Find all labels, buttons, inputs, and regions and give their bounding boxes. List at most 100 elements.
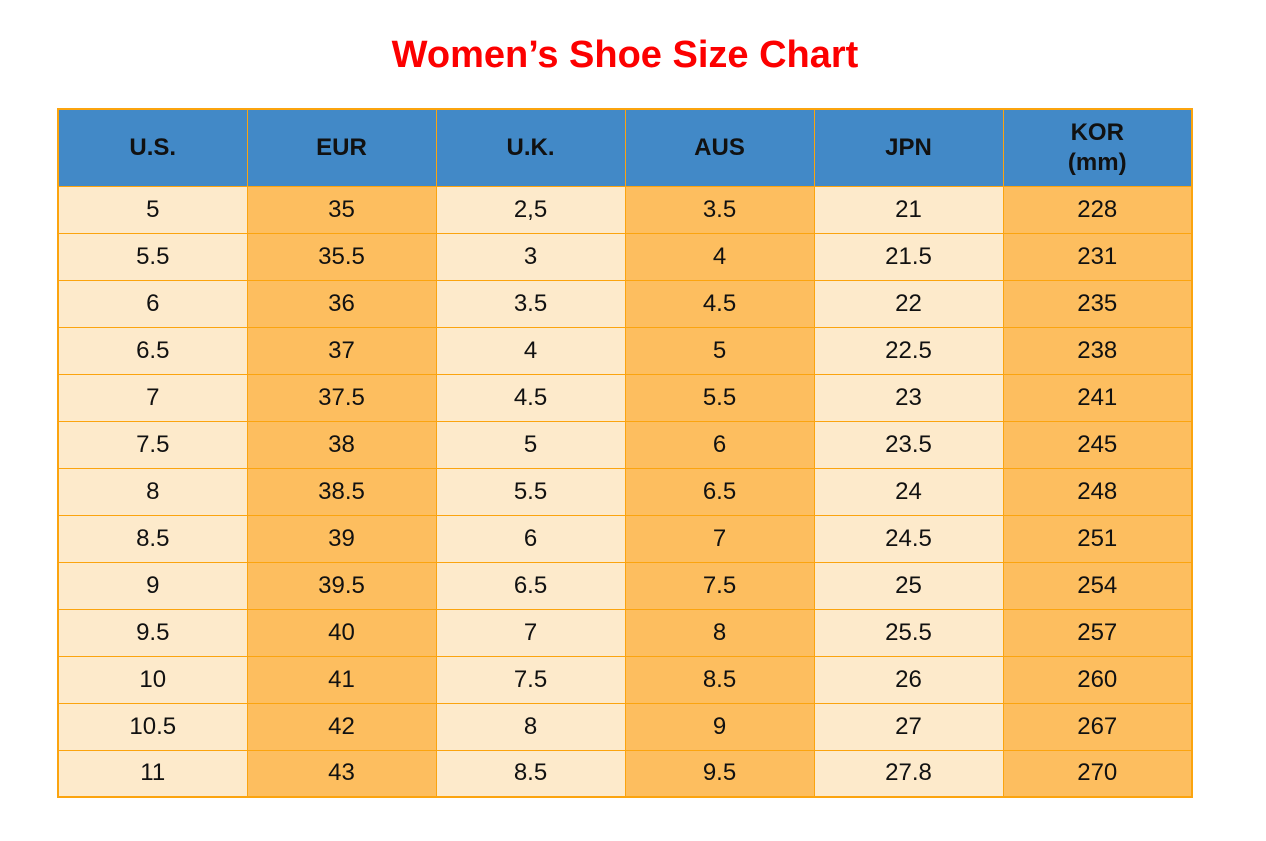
table-cell: 25.5 (813, 608, 1004, 657)
table-row: 8.5 39 6 7 24.5 251 (57, 514, 1193, 563)
table-cell: 7 (624, 514, 815, 563)
column-header-eur: EUR (246, 108, 437, 187)
table-cell: 39 (246, 514, 437, 563)
table-cell: 5.5 (57, 232, 248, 281)
table-cell: 11 (57, 749, 248, 798)
table-cell: 6.5 (435, 561, 626, 610)
table-cell: 228 (1002, 185, 1193, 234)
table-cell: 26 (813, 655, 1004, 704)
table-cell: 6 (435, 514, 626, 563)
table-cell: 235 (1002, 279, 1193, 328)
column-header-sublabel: (mm) (1067, 148, 1127, 176)
table-cell: 7.5 (57, 420, 248, 469)
table-cell: 35.5 (246, 232, 437, 281)
table-cell: 245 (1002, 420, 1193, 469)
table-row: 7 37.5 4.5 5.5 23 241 (57, 373, 1193, 422)
column-header-label: KOR (1070, 118, 1124, 146)
column-header-us: U.S. (57, 108, 248, 187)
table-cell: 40 (246, 608, 437, 657)
table-cell: 251 (1002, 514, 1193, 563)
table-cell: 8 (57, 467, 248, 516)
table-cell: 238 (1002, 326, 1193, 375)
table-cell: 5 (57, 185, 248, 234)
table-cell: 3.5 (435, 279, 626, 328)
table-row: 10 41 7.5 8.5 26 260 (57, 655, 1193, 704)
table-cell: 4.5 (624, 279, 815, 328)
table-cell: 3 (435, 232, 626, 281)
table-cell: 23.5 (813, 420, 1004, 469)
shoe-size-table-container: U.S. EUR U.K. AUS (57, 108, 1193, 798)
table-cell: 7 (57, 373, 248, 422)
table-cell: 43 (246, 749, 437, 798)
table-row: 5.5 35.5 3 4 21.5 231 (57, 232, 1193, 281)
table-row: 9 39.5 6.5 7.5 25 254 (57, 561, 1193, 610)
table-cell: 37.5 (246, 373, 437, 422)
table-cell: 7.5 (435, 655, 626, 704)
table-cell: 5 (435, 420, 626, 469)
table-cell: 37 (246, 326, 437, 375)
table-cell: 260 (1002, 655, 1193, 704)
table-cell: 3.5 (624, 185, 815, 234)
table-cell: 2,5 (435, 185, 626, 234)
table-cell: 35 (246, 185, 437, 234)
column-header-aus: AUS (624, 108, 815, 187)
table-cell: 4.5 (435, 373, 626, 422)
table-cell: 241 (1002, 373, 1193, 422)
shoe-size-table: U.S. EUR U.K. AUS (57, 108, 1193, 798)
table-cell: 9 (57, 561, 248, 610)
table-cell: 6 (624, 420, 815, 469)
table-cell: 25 (813, 561, 1004, 610)
table-row: 7.5 38 5 6 23.5 245 (57, 420, 1193, 469)
table-cell: 38.5 (246, 467, 437, 516)
table-cell: 257 (1002, 608, 1193, 657)
table-cell: 8.5 (624, 655, 815, 704)
table-cell: 22.5 (813, 326, 1004, 375)
table-cell: 8.5 (435, 749, 626, 798)
table-cell: 41 (246, 655, 437, 704)
table-cell: 10.5 (57, 702, 248, 751)
column-header-label: EUR (316, 133, 367, 161)
table-cell: 4 (435, 326, 626, 375)
table-cell: 231 (1002, 232, 1193, 281)
table-cell: 6.5 (624, 467, 815, 516)
table-cell: 6 (57, 279, 248, 328)
table-cell: 267 (1002, 702, 1193, 751)
table-cell: 9 (624, 702, 815, 751)
column-header-label: AUS (694, 133, 745, 161)
table-header-row: U.S. EUR U.K. AUS (57, 108, 1193, 187)
table-cell: 8 (624, 608, 815, 657)
table-cell: 4 (624, 232, 815, 281)
table-cell: 23 (813, 373, 1004, 422)
table-cell: 254 (1002, 561, 1193, 610)
table-cell: 7.5 (624, 561, 815, 610)
column-header-kor-mm: KOR (mm) (1002, 108, 1193, 187)
table-row: 8 38.5 5.5 6.5 24 248 (57, 467, 1193, 516)
table-cell: 5 (624, 326, 815, 375)
table-cell: 8.5 (57, 514, 248, 563)
page-title: Women’s Shoe Size Chart (391, 34, 859, 76)
table-cell: 27.8 (813, 749, 1004, 798)
table-row: 11 43 8.5 9.5 27.8 270 (57, 749, 1193, 798)
table-cell: 36 (246, 279, 437, 328)
table-cell: 42 (246, 702, 437, 751)
table-cell: 21.5 (813, 232, 1004, 281)
table-cell: 24 (813, 467, 1004, 516)
table-row: 5 35 2,5 3.5 21 228 (57, 185, 1193, 234)
table-cell: 5.5 (624, 373, 815, 422)
table-body: 5 35 2,5 3.5 21 228 5.5 35.5 3 4 21.5 231 6 36 3.5 4.5 2… (57, 185, 1193, 798)
column-header-label: JPN (885, 133, 932, 161)
table-cell: 21 (813, 185, 1004, 234)
column-header-uk: U.K. (435, 108, 626, 187)
table-cell: 9.5 (624, 749, 815, 798)
table-row: 10.5 42 8 9 27 267 (57, 702, 1193, 751)
table-cell: 39.5 (246, 561, 437, 610)
table-cell: 5.5 (435, 467, 626, 516)
table-cell: 8 (435, 702, 626, 751)
column-header-label: U.S. (129, 133, 177, 161)
table-row: 6.5 37 4 5 22.5 238 (57, 326, 1193, 375)
table-header: U.S. EUR U.K. AUS (57, 108, 1193, 187)
column-header-jpn: JPN (813, 108, 1004, 187)
table-row: 9.5 40 7 8 25.5 257 (57, 608, 1193, 657)
table-cell: 38 (246, 420, 437, 469)
